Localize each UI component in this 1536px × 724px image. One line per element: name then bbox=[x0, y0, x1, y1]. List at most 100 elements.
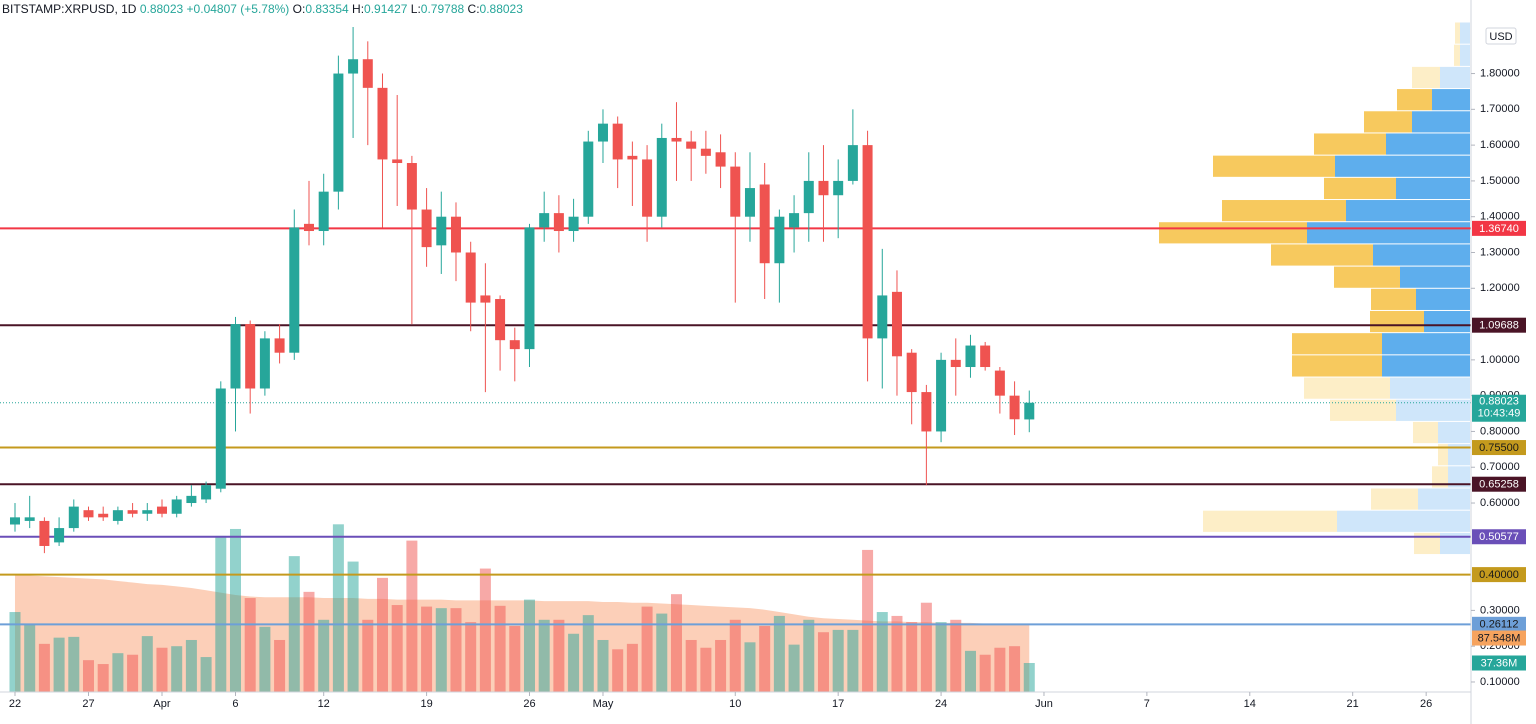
candle-body bbox=[862, 145, 873, 339]
volume-bar bbox=[450, 608, 462, 692]
candle-body bbox=[274, 338, 285, 353]
candle-body bbox=[583, 141, 594, 217]
profile-down bbox=[1412, 66, 1440, 89]
price-badge bbox=[1472, 394, 1526, 422]
volume-bar bbox=[847, 629, 859, 692]
volume-bar bbox=[891, 615, 903, 692]
volume-bar bbox=[24, 623, 36, 692]
change: +0.04807 (+5.78%) bbox=[187, 2, 290, 16]
candle-body bbox=[744, 188, 755, 217]
y-tick-label: 1.80000 bbox=[1480, 67, 1520, 79]
candle-body bbox=[1024, 402, 1035, 420]
x-tick-label: 26 bbox=[523, 698, 535, 710]
low-value: 0.79788 bbox=[421, 2, 465, 16]
candle-body bbox=[406, 163, 417, 210]
volume-bar bbox=[347, 561, 359, 692]
candle-body bbox=[156, 506, 167, 514]
level-badge bbox=[1472, 529, 1526, 545]
volume-bar bbox=[156, 647, 168, 692]
candle-body bbox=[245, 324, 256, 389]
candle-body bbox=[774, 216, 785, 264]
volume-bar bbox=[715, 639, 727, 692]
volume-bar bbox=[141, 636, 153, 692]
profile-up bbox=[1418, 488, 1470, 510]
profile-up bbox=[1440, 532, 1470, 555]
x-tick-label: 21 bbox=[1347, 698, 1359, 710]
open-label: O: bbox=[293, 2, 306, 16]
candle-body bbox=[936, 359, 947, 432]
candle-body bbox=[877, 295, 888, 339]
candle-body bbox=[994, 370, 1005, 396]
candle-body bbox=[980, 345, 991, 368]
candle-body bbox=[671, 137, 682, 142]
volume-bar bbox=[185, 639, 197, 692]
x-tick-label: 27 bbox=[82, 698, 94, 710]
profile-up bbox=[1448, 466, 1470, 488]
profile-up bbox=[1390, 377, 1470, 399]
candle-body bbox=[318, 191, 329, 232]
volume-bar bbox=[303, 591, 315, 692]
y-tick-label: 1.60000 bbox=[1480, 139, 1520, 151]
profile-down bbox=[1371, 488, 1418, 510]
profile-down bbox=[1324, 177, 1396, 200]
candle-body bbox=[612, 123, 623, 160]
y-tick-label: 1.00000 bbox=[1480, 354, 1520, 366]
currency: USD bbox=[1489, 31, 1512, 43]
level-badge bbox=[1472, 476, 1526, 492]
volume-bar bbox=[1023, 662, 1035, 692]
level-badge bbox=[1472, 616, 1526, 632]
x-tick-label: 22 bbox=[9, 698, 21, 710]
profile-up bbox=[1346, 200, 1470, 222]
volume-bar bbox=[53, 637, 65, 692]
close-label: C: bbox=[468, 2, 480, 16]
candle-body bbox=[68, 506, 79, 529]
y-tick-label: 0.70000 bbox=[1480, 461, 1520, 473]
candle-body bbox=[186, 495, 197, 504]
profile-down bbox=[1438, 444, 1448, 466]
volume-bar bbox=[38, 643, 50, 692]
volume-bar bbox=[509, 626, 521, 692]
volume-bar bbox=[229, 528, 241, 692]
volume-bar bbox=[171, 646, 183, 692]
profile-down bbox=[1203, 510, 1337, 532]
volume-bar bbox=[759, 626, 771, 692]
volume-bar bbox=[803, 619, 815, 692]
volume-bar bbox=[332, 524, 344, 692]
candle-body bbox=[39, 520, 50, 546]
candle-body bbox=[377, 87, 388, 160]
profile-down bbox=[1413, 421, 1438, 444]
candle-body bbox=[921, 392, 932, 432]
volume-bar bbox=[744, 642, 756, 692]
volume-bar bbox=[82, 660, 94, 692]
candle-body bbox=[700, 148, 711, 156]
volume-bar bbox=[906, 622, 918, 692]
volume-bar bbox=[274, 639, 286, 692]
profile-down bbox=[1414, 532, 1440, 555]
low-label: L: bbox=[411, 2, 421, 16]
profile-down bbox=[1370, 310, 1424, 333]
profile-up bbox=[1424, 310, 1470, 333]
volume-bar bbox=[318, 619, 330, 692]
candle-body bbox=[259, 338, 270, 389]
volume-bar bbox=[391, 605, 403, 692]
profile-up bbox=[1382, 355, 1470, 377]
candle-body bbox=[509, 340, 520, 350]
high-value: 0.91427 bbox=[364, 2, 408, 16]
x-tick-label: 12 bbox=[318, 698, 330, 710]
profile-up bbox=[1438, 421, 1470, 444]
y-tick-label: 0.80000 bbox=[1480, 425, 1520, 437]
x-tick-label: 24 bbox=[935, 698, 947, 710]
volume-bar bbox=[112, 653, 124, 692]
candle-body bbox=[465, 252, 476, 303]
volume-bar bbox=[127, 654, 139, 692]
volume-bar bbox=[964, 650, 976, 692]
candle-body bbox=[142, 510, 153, 514]
volume-bar bbox=[612, 649, 624, 692]
volume-bar bbox=[670, 594, 682, 692]
high-label: H: bbox=[352, 2, 364, 16]
volume-bar bbox=[435, 608, 447, 692]
candle-body bbox=[127, 510, 138, 514]
x-tick-label: 7 bbox=[1144, 698, 1150, 710]
level-badge bbox=[1472, 317, 1526, 333]
